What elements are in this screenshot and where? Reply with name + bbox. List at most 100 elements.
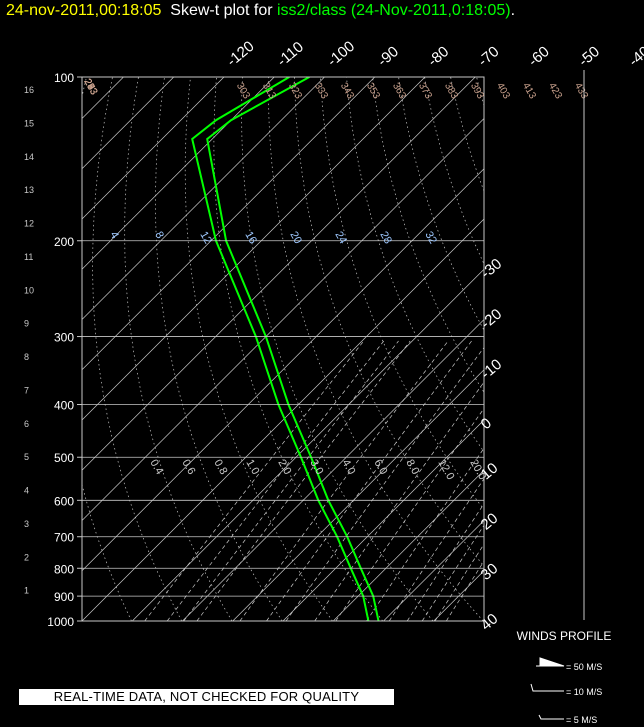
height-tick-label: 9 <box>24 319 29 329</box>
dry-adiabat-line <box>607 77 644 621</box>
dry-adiabat-line <box>184 77 333 621</box>
mixing-ratio-label: 3.0 <box>307 458 325 477</box>
isotherm-line <box>82 77 174 170</box>
mixing-ratio-label: 0.4 <box>147 458 165 477</box>
isotherm-line <box>383 520 484 621</box>
height-tick-label: 5 <box>24 452 29 462</box>
mixing-ratio-line <box>144 340 364 621</box>
dry-adiabat-label: 243 <box>81 77 99 97</box>
mixing-ratio-line <box>166 340 385 621</box>
dry-adiabat-label: 333 <box>312 81 330 101</box>
height-tick-label: 11 <box>24 252 33 262</box>
mixing-ratio-line <box>406 503 484 621</box>
mixing-ratio-label: 12.0 <box>435 458 456 483</box>
dry-adiabat-line <box>450 77 484 193</box>
dry-adiabat-line <box>424 77 484 265</box>
wind-legend-5: = 5 M/S <box>538 714 597 725</box>
dry-adiabat-label: 393 <box>468 81 486 101</box>
wind-half-barb-icon <box>538 714 564 720</box>
dry-adiabat-line <box>398 77 484 331</box>
dry-adiabat-label: 403 <box>494 81 512 101</box>
dry-adiabat-label: 383 <box>442 81 460 101</box>
height-tick-label: 8 <box>24 352 29 362</box>
isotherm-right-label: 30 <box>478 560 502 584</box>
height-tick-label: 15 <box>24 118 34 128</box>
dry-adiabat-line <box>581 77 644 621</box>
mixing-ratio-label: 8.0 <box>403 458 421 477</box>
mixing-ratio-label: 32 <box>422 230 439 247</box>
isotherm-line <box>82 77 275 270</box>
quality-warning-banner: REAL-TIME DATA, NOT CHECKED FOR QUALITY <box>19 689 394 705</box>
mixing-ratio-label: 28 <box>377 230 394 247</box>
isotherm-line <box>82 77 426 421</box>
isotherm-line <box>82 77 476 471</box>
mixing-ratio-line <box>314 381 484 621</box>
title-station: iss2/class <box>277 2 347 19</box>
isotherm-top-label: -80 <box>425 43 453 70</box>
title-timestamp: 24-nov-2011,00:18:05 <box>6 2 162 19</box>
mixing-ratio-line <box>183 340 399 621</box>
mixing-ratio-label: 4 <box>107 230 120 241</box>
isotherm-line <box>282 419 484 621</box>
mixing-ratio-line <box>266 340 472 621</box>
isotherm-top-label: -70 <box>475 43 503 70</box>
isotherm-line <box>333 469 484 621</box>
pressure-tick-label: 100 <box>54 71 74 85</box>
dry-adiabat-line <box>503 77 644 621</box>
winds-panel: WINDS PROFILE = 50 M/S = 10 M/S = 5 M/S <box>517 70 612 725</box>
dry-adiabat-line <box>92 77 183 621</box>
dry-adiabat-line <box>372 77 484 394</box>
isotherm-line <box>82 168 484 572</box>
mixing-ratio-label: 8 <box>152 230 165 241</box>
pressure-tick-label: 500 <box>54 451 74 465</box>
height-tick-label: 7 <box>24 385 29 395</box>
pressure-tick-label: 300 <box>54 331 74 345</box>
dry-adiabat-label: 413 <box>520 81 538 101</box>
winds-profile-title: WINDS PROFILE <box>517 629 612 643</box>
temperature-profile-line <box>206 77 380 621</box>
mixing-ratio-line <box>335 407 484 621</box>
pressure-tick-label: 800 <box>54 562 74 576</box>
dry-adiabat-line <box>155 77 283 621</box>
height-tick-label: 16 <box>24 85 34 95</box>
height-tick-label: 12 <box>24 219 34 229</box>
wind-legend-10: = 10 M/S <box>530 683 602 697</box>
dry-adiabat-line <box>529 77 644 621</box>
dry-adiabat-line <box>124 77 233 621</box>
isotherm-right-label: -30 <box>478 255 506 282</box>
chart-labels: 1002003004005006007008009001000123456789… <box>24 38 644 634</box>
isotherm-line <box>483 620 484 621</box>
isotherm-right-label: 40 <box>478 610 502 634</box>
wind-legend-10-label: = 10 M/S <box>566 687 602 697</box>
pressure-tick-label: 900 <box>54 590 74 604</box>
mixing-ratio-label: 6.0 <box>371 458 389 477</box>
height-tick-label: 2 <box>24 552 29 562</box>
dry-adiabat-label: 303 <box>234 81 252 101</box>
isotherm-line <box>82 77 375 371</box>
dry-adiabat-label: 363 <box>390 81 408 101</box>
height-tick-label: 10 <box>24 285 34 295</box>
dry-adiabat-label: 423 <box>546 81 564 101</box>
dry-adiabat-label: 353 <box>364 81 382 101</box>
isotherm-right-label: 0 <box>478 415 495 433</box>
title-prefix: Skew-t plot for <box>170 2 273 19</box>
isotherm-top-label: -40 <box>626 43 644 70</box>
dry-adiabat-line <box>241 77 434 621</box>
mixing-ratio-line <box>366 447 484 621</box>
chart-grid <box>77 76 644 622</box>
title-obs-time: (24-Nov-2011,0:18:05) <box>350 2 511 19</box>
isotherm-top-label: -60 <box>525 43 553 70</box>
height-tick-label: 3 <box>24 519 29 529</box>
dry-adiabat-label: 373 <box>416 81 434 101</box>
dry-adiabat-label: 313 <box>260 81 278 101</box>
isotherm-line <box>132 268 484 621</box>
height-tick-label: 4 <box>24 486 29 496</box>
isotherm-line <box>82 77 325 320</box>
isotherm-line <box>232 369 484 621</box>
mixing-ratio-line <box>285 346 484 621</box>
dry-adiabat-line <box>346 77 484 453</box>
isotherm-line <box>82 218 484 621</box>
isotherm-top-label: -90 <box>374 43 402 70</box>
dry-adiabat-line <box>320 77 484 511</box>
